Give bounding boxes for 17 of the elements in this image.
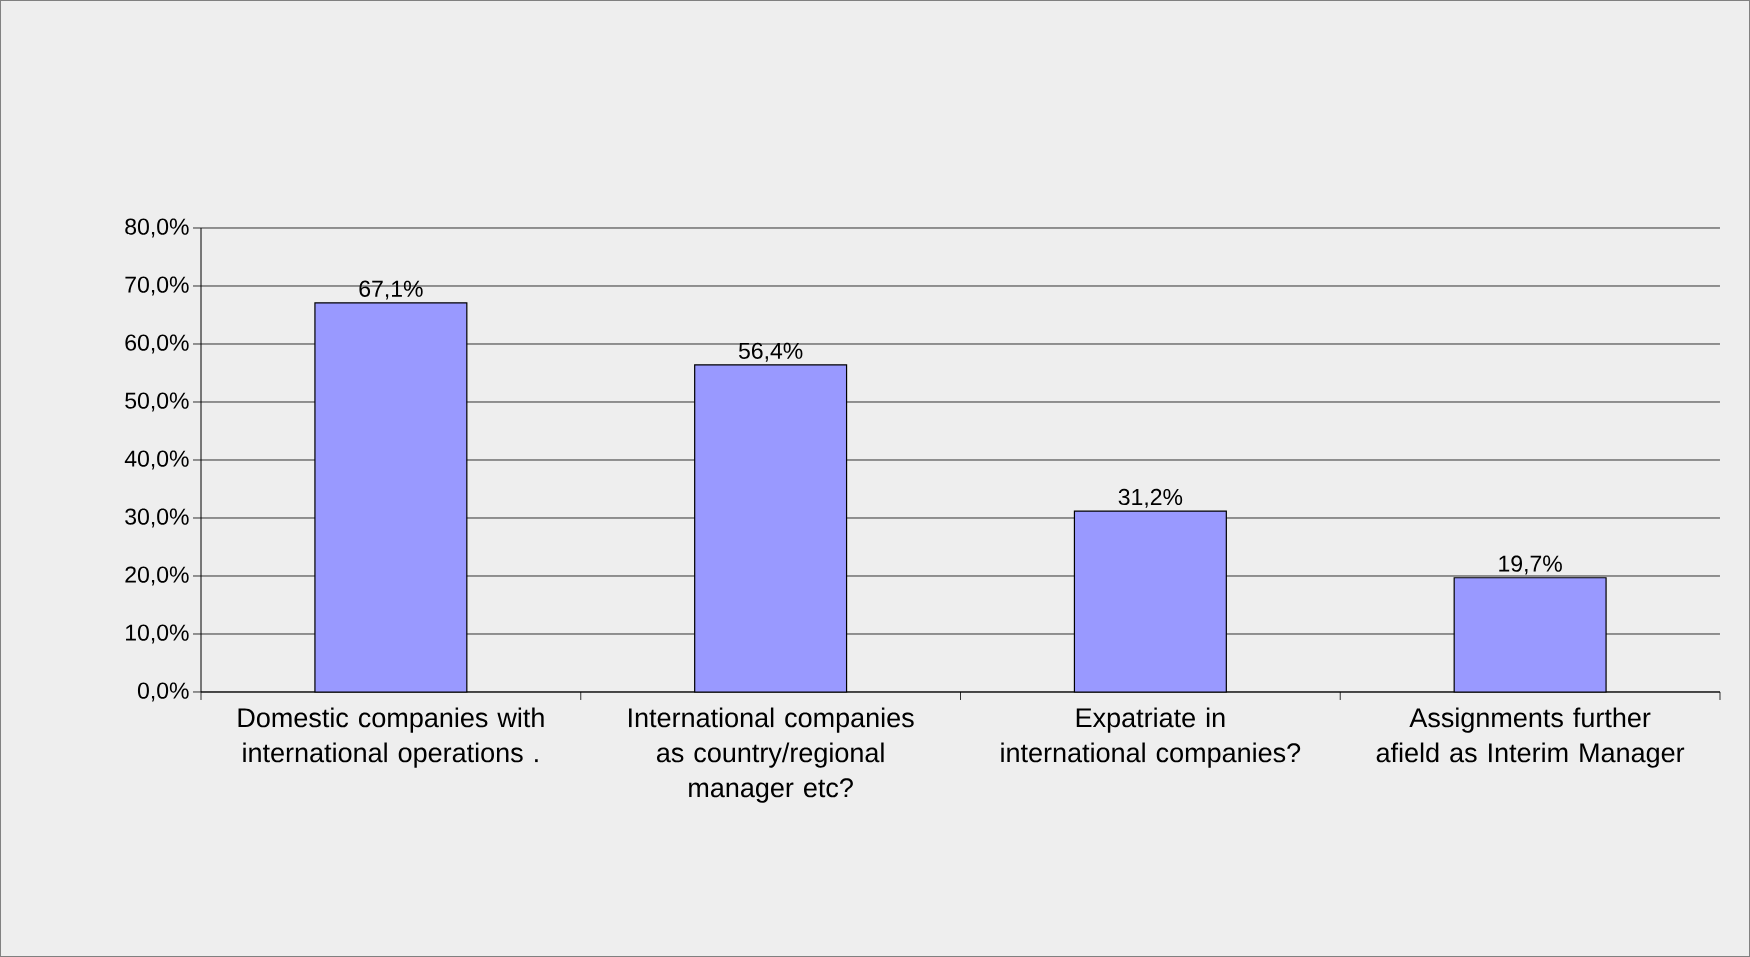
x-tick-label: Domestic companies with international operations . bbox=[238, 707, 544, 768]
data-label: 31,2% bbox=[1118, 488, 1183, 508]
data-label: 67,1% bbox=[359, 280, 423, 300]
y-tick-label: 60,0% bbox=[125, 334, 189, 354]
x-tick-label: Expatriate in international companies? bbox=[1001, 707, 1301, 768]
x-tick-label: Assignments further afield as Interim Manager bbox=[1376, 707, 1685, 768]
y-tick-label: 0,0% bbox=[137, 682, 189, 702]
y-tick-label: 40,0% bbox=[124, 450, 189, 470]
data-label: 19,7% bbox=[1499, 555, 1562, 575]
y-tick-label: 10,0% bbox=[126, 624, 189, 644]
y-tick-label: 50,0% bbox=[125, 392, 189, 412]
y-tick-label: 80,0% bbox=[125, 218, 189, 238]
y-tick-label: 70,0% bbox=[125, 276, 189, 296]
data-label: 56,4% bbox=[738, 342, 803, 362]
x-tick-label: International companies as country/regional manager etc? bbox=[629, 707, 914, 803]
y-tick-label: 30,0% bbox=[125, 508, 189, 528]
y-tick-label: 20,0% bbox=[125, 566, 189, 586]
